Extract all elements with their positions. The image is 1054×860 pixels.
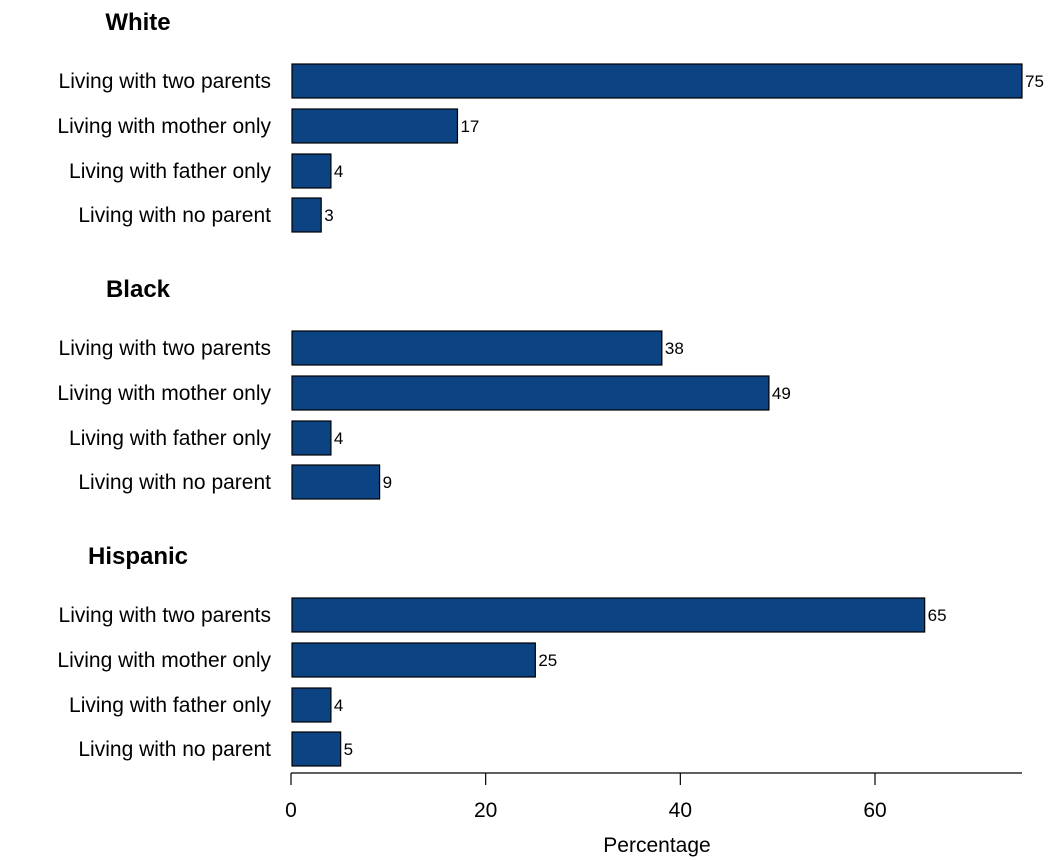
category-label: Living with two parents xyxy=(59,337,271,360)
value-label: 9 xyxy=(383,473,392,492)
value-label: 5 xyxy=(344,740,353,759)
value-label: 4 xyxy=(334,429,343,448)
x-tick-label: 40 xyxy=(669,799,692,822)
category-label: Living with two parents xyxy=(59,70,271,93)
category-label: Living with mother only xyxy=(57,115,271,138)
value-label: 3 xyxy=(324,206,333,225)
x-tick-label: 60 xyxy=(863,799,886,822)
group-title: Hispanic xyxy=(88,543,188,570)
category-label: Living with no parent xyxy=(78,471,271,494)
bar xyxy=(291,420,332,456)
category-label: Living with father only xyxy=(69,160,271,183)
category-label: Living with father only xyxy=(69,694,271,717)
category-label: Living with father only xyxy=(69,427,271,450)
value-label: 49 xyxy=(772,384,791,403)
x-axis: 0 20 40 60 xyxy=(285,772,1022,822)
value-label: 65 xyxy=(928,606,947,625)
x-axis-title: Percentage xyxy=(603,834,710,857)
x-tick-label: 0 xyxy=(285,799,297,822)
value-label: 25 xyxy=(538,651,557,670)
chart-groups: White Living with two parents 75 Living wit… xyxy=(57,9,1044,767)
value-label: 4 xyxy=(334,696,343,715)
category-label: Living with two parents xyxy=(59,604,271,627)
bar xyxy=(291,108,459,144)
group-hispanic: Hispanic Living with two parents 65 Living … xyxy=(57,543,947,767)
x-tick-label: 20 xyxy=(474,799,497,822)
bar xyxy=(291,642,536,678)
bar xyxy=(291,597,926,633)
group-title: White xyxy=(105,9,170,36)
bar xyxy=(291,197,322,233)
category-label: Living with no parent xyxy=(78,738,271,761)
value-label: 38 xyxy=(665,339,684,358)
bar xyxy=(291,687,332,723)
bar xyxy=(291,731,342,767)
group-black: Black Living with two parents 38 Living wit… xyxy=(57,276,791,500)
value-label: 4 xyxy=(334,162,343,181)
bar xyxy=(291,464,381,500)
bar xyxy=(291,153,332,189)
value-label: 75 xyxy=(1025,72,1044,91)
group-title: Black xyxy=(106,276,171,303)
category-label: Living with mother only xyxy=(57,382,271,405)
category-label: Living with no parent xyxy=(78,204,271,227)
value-label: 17 xyxy=(460,117,479,136)
bar xyxy=(291,63,1023,99)
bar xyxy=(291,330,663,366)
group-white: White Living with two parents 75 Living wit… xyxy=(57,9,1044,233)
bar xyxy=(291,375,770,411)
category-label: Living with mother only xyxy=(57,649,271,672)
